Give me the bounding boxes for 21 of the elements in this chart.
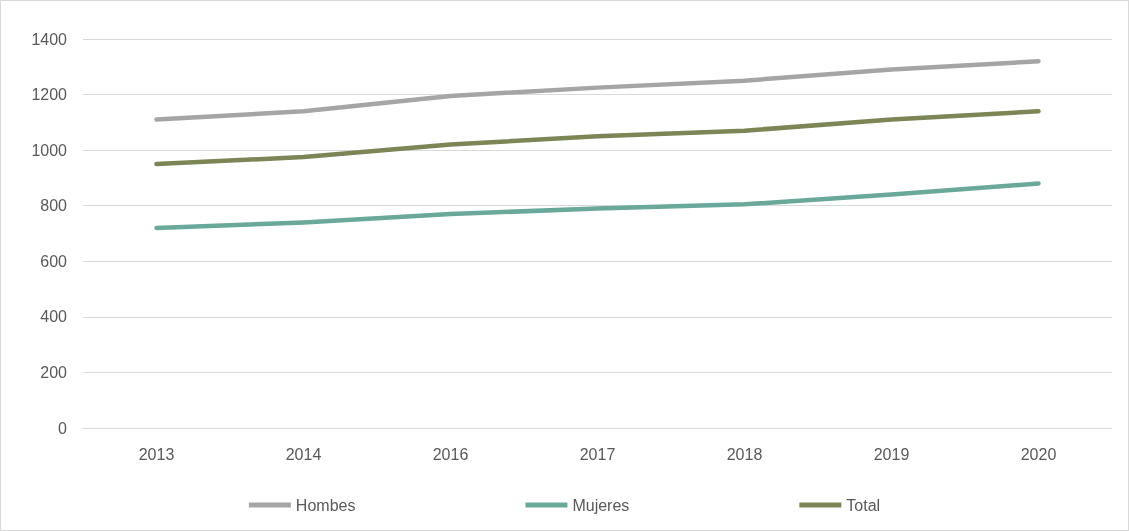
legend-label: Total [846,496,881,514]
y-tick-label: 1400 [31,30,68,48]
legend-label: Hombes [295,496,356,514]
y-tick-label: 200 [40,363,68,381]
line-series [154,58,1041,122]
line-series [154,108,1041,167]
y-tick-label: 1200 [31,86,68,104]
x-tick-label: 2018 [726,445,763,463]
y-tick-label: 1000 [31,141,68,159]
x-tick-label: 2013 [138,445,175,463]
y-tick-label: 600 [40,252,68,270]
x-tick-label: 2020 [1020,445,1057,463]
line-series [154,181,1041,231]
y-tick-label: 800 [40,197,68,215]
y-tick-label: 0 [58,419,68,437]
x-tick-label: 2019 [873,445,910,463]
y-tick-label: 400 [40,308,68,326]
legend-label: Mujeres [572,496,630,514]
x-tick-label: 2017 [579,445,616,463]
x-tick-label: 2014 [285,445,322,463]
x-tick-label: 2016 [432,445,469,463]
